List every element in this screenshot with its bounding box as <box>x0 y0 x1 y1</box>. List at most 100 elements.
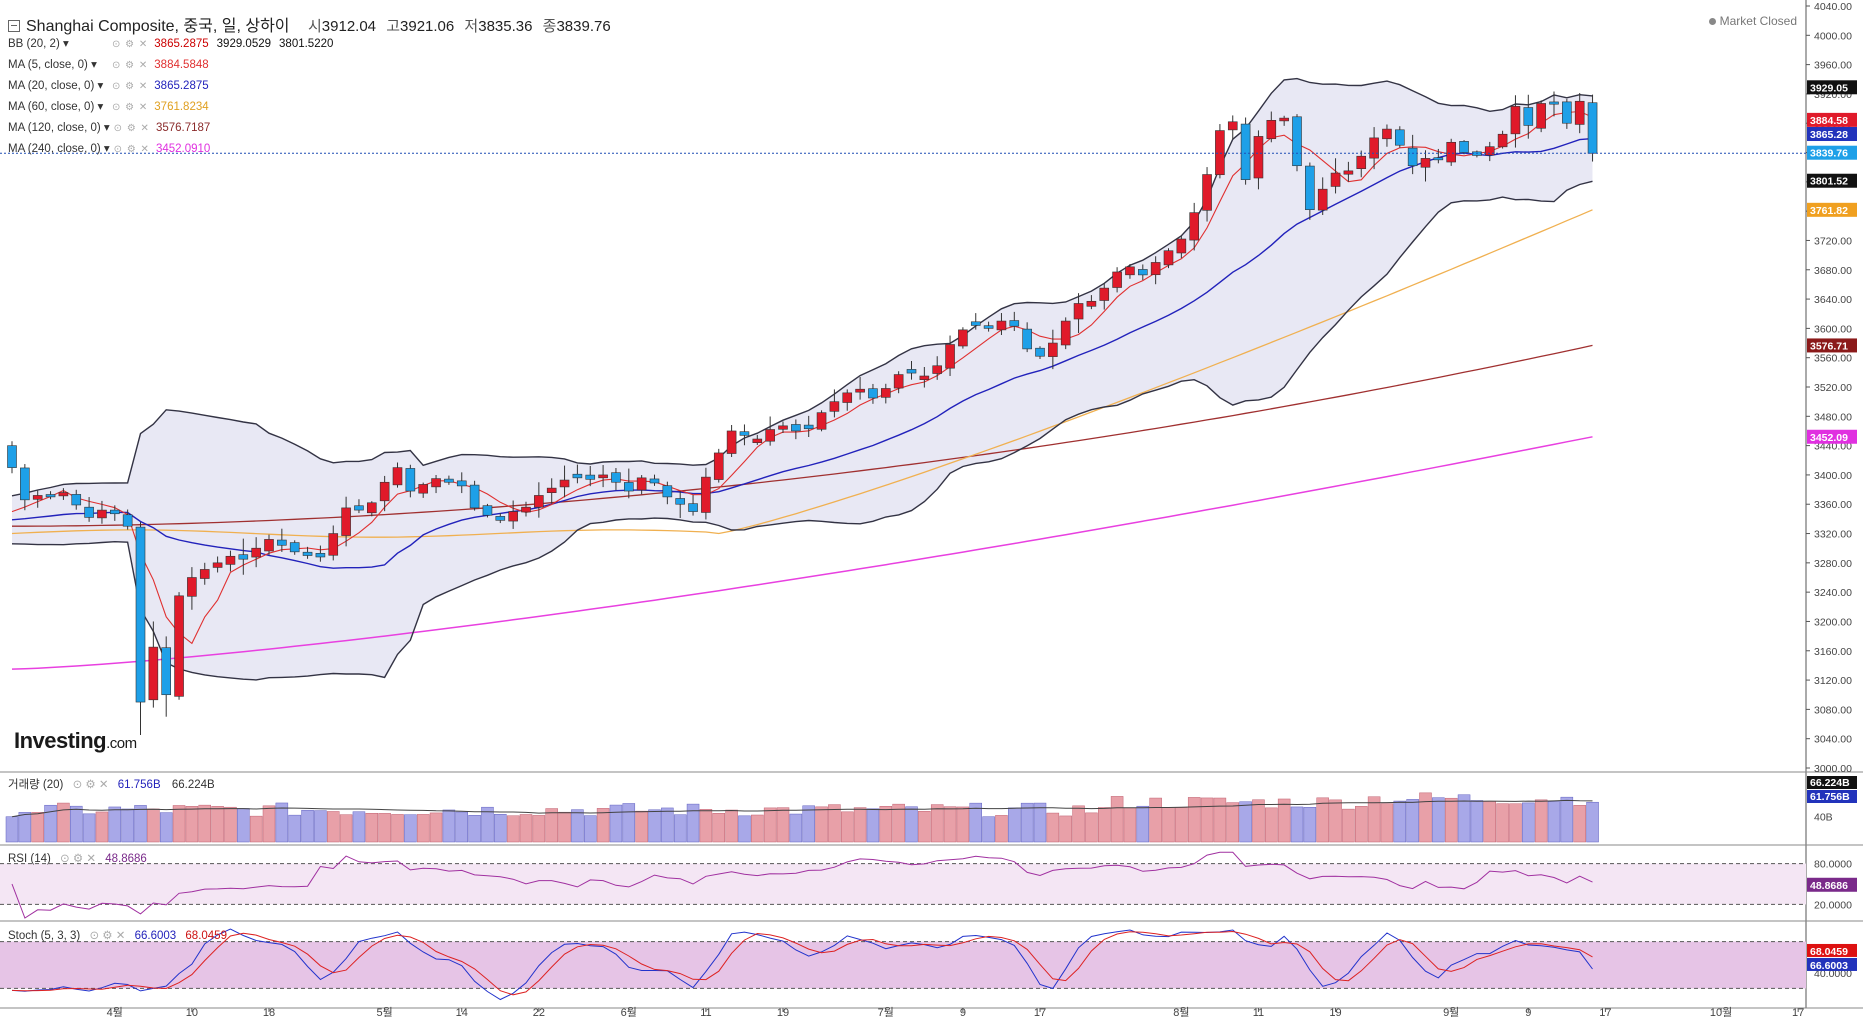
candle-body <box>958 329 968 347</box>
volume-bar <box>1213 797 1227 843</box>
rsi-value: 48.8686 <box>105 853 147 865</box>
candle-body <box>135 526 146 703</box>
candle-body <box>1048 342 1058 357</box>
candle-body <box>996 320 1007 331</box>
candle-body <box>983 325 994 329</box>
volume-bar <box>172 805 186 843</box>
volume-bar <box>1432 797 1445 843</box>
indicator-row[interactable]: MA (5, close, 0) ▾ ⊙ ⚙ ✕ 3884.5848 <box>8 55 341 76</box>
indicator-label[interactable]: MA (240, close, 0) ▾ <box>8 143 110 155</box>
volume-bar <box>1265 807 1278 843</box>
volume-bar <box>545 808 558 843</box>
volume-bar <box>802 805 815 843</box>
indicator-label[interactable]: MA (20, close, 0) ▾ <box>8 80 104 92</box>
volume-bar <box>5 816 19 843</box>
indicator-row[interactable]: MA (60, close, 0) ▾ ⊙ ⚙ ✕ 3761.8234 <box>8 97 341 118</box>
volume-bar <box>494 814 507 843</box>
indicator-row[interactable]: MA (240, close, 0) ▾ ⊙ ⚙ ✕ 3452.0910 <box>8 139 341 160</box>
indicator-row[interactable]: MA (20, close, 0) ▾ ⊙ ⚙ ✕ 3865.2875 <box>8 76 341 97</box>
x-tick-label: 5월 <box>377 1006 393 1017</box>
candle-body <box>495 516 506 521</box>
candle-body <box>187 577 197 597</box>
ma60-line <box>11 209 1593 538</box>
volume-bar <box>930 804 944 843</box>
indicator-label[interactable]: MA (60, close, 0) ▾ <box>8 101 104 113</box>
y-tick-label: 3400.00 <box>1814 470 1852 482</box>
stoch-label[interactable]: Stoch (5, 3, 3) <box>8 930 81 942</box>
volume-bar <box>622 803 636 843</box>
candle-body <box>585 474 596 480</box>
indicator-label[interactable]: MA (5, close, 0) ▾ <box>8 59 97 71</box>
bb-lower-tag-bg <box>1807 173 1857 188</box>
volume-bar <box>712 813 725 843</box>
candle-body <box>122 514 133 527</box>
candle-body <box>1292 116 1302 167</box>
volume-bar <box>1586 801 1599 843</box>
stoch-d-tag-bg <box>1807 943 1857 957</box>
y-tick-label: 4040.00 <box>1814 1 1852 13</box>
indicator-label[interactable]: BB (20, 2) ▾ <box>8 38 69 50</box>
volume-bar <box>121 808 134 843</box>
rsi-tag-bg <box>1807 877 1857 892</box>
y-tick-label: 3240.00 <box>1814 587 1852 599</box>
indicator-label[interactable]: MA (120, close, 0) ▾ <box>8 122 110 134</box>
candle-body <box>1086 300 1097 307</box>
volume-bar <box>1200 797 1214 843</box>
volume-bar <box>841 811 854 843</box>
indicator-settings-icon[interactable]: ⊙ ⚙ ✕ <box>112 81 149 92</box>
indicator-settings-icon[interactable]: ⊙ ⚙ ✕ <box>113 123 150 134</box>
volume-bar <box>1547 801 1561 843</box>
indicator-settings-icon[interactable]: ⊙ ⚙ ✕ <box>112 102 149 113</box>
volume-label[interactable]: 거래량 (20) <box>8 779 64 791</box>
stoch-k-tag-bg <box>1807 957 1857 971</box>
volume-bar <box>892 803 905 843</box>
candle-body <box>238 554 249 560</box>
volume-bar <box>1303 807 1317 843</box>
stoch-k-tag: 66.6003 <box>1810 960 1848 972</box>
ma240-line <box>11 436 1593 670</box>
open-label: 시 <box>307 18 322 35</box>
x-tick-label: 10월 <box>1710 1006 1732 1017</box>
candle-body <box>521 506 531 513</box>
indicator-settings-icon[interactable]: ⊙ ⚙ ✕ <box>112 39 149 50</box>
candle-body <box>803 424 814 430</box>
y-tick-label: 3360.00 <box>1814 499 1852 511</box>
volume-bar <box>584 815 597 843</box>
candle-body <box>1266 120 1277 140</box>
indicator-settings-icon[interactable]: ⊙ ⚙ ✕ <box>112 60 149 71</box>
volume-bar <box>1098 807 1111 843</box>
volume-bar <box>1072 805 1085 843</box>
indicator-row[interactable]: MA (120, close, 0) ▾ ⊙ ⚙ ✕ 3576.7187 <box>8 118 341 139</box>
ma60-tag-bg <box>1807 202 1857 217</box>
volume-bar <box>982 816 995 843</box>
volume-bar <box>751 814 764 843</box>
candle-body <box>32 495 43 500</box>
x-tick-label: 6월 <box>621 1006 637 1017</box>
indicator-row[interactable]: BB (20, 2) ▾ ⊙ ⚙ ✕ 3865.2875 3929.0529 3801.… <box>8 34 341 55</box>
volume-tag-avg: 61.756B <box>1810 791 1850 803</box>
ohlc-readout: 시3912.04 고3921.06 저3835.36 종3839.76 <box>302 18 611 35</box>
y-tick-label: 3120.00 <box>1814 675 1852 687</box>
volume-settings-icon[interactable]: ⊙ ⚙ ✕ <box>72 779 109 791</box>
stoch-d-line <box>11 930 1593 996</box>
collapse-toggle-icon[interactable] <box>8 20 20 32</box>
candle-body <box>444 478 454 483</box>
candle-body <box>97 509 107 519</box>
rsi-line <box>11 851 1593 919</box>
indicator-settings-icon[interactable]: ⊙ ⚙ ✕ <box>113 144 150 155</box>
volume-bar <box>1136 805 1150 843</box>
rsi-label[interactable]: RSI (14) <box>8 853 51 865</box>
stoch-settings-icon[interactable]: ⊙ ⚙ ✕ <box>89 930 126 942</box>
volume-bar <box>378 813 391 843</box>
y-tick-label: 3040.00 <box>1814 734 1852 746</box>
volume-bar <box>224 806 237 843</box>
chart-title-bar: Shanghai Composite, 중국, 일, 상하이 시3912.04 … <box>8 12 611 36</box>
candle-body <box>701 476 711 513</box>
ma20-line <box>11 137 1593 569</box>
rsi-settings-icon[interactable]: ⊙ ⚙ ✕ <box>60 853 97 865</box>
low-label: 저 <box>464 18 479 35</box>
indicator-value: 3865.2875 <box>154 38 209 50</box>
candle-body <box>945 344 955 369</box>
candle-body <box>1099 287 1110 301</box>
status-dot-icon <box>1708 18 1716 25</box>
